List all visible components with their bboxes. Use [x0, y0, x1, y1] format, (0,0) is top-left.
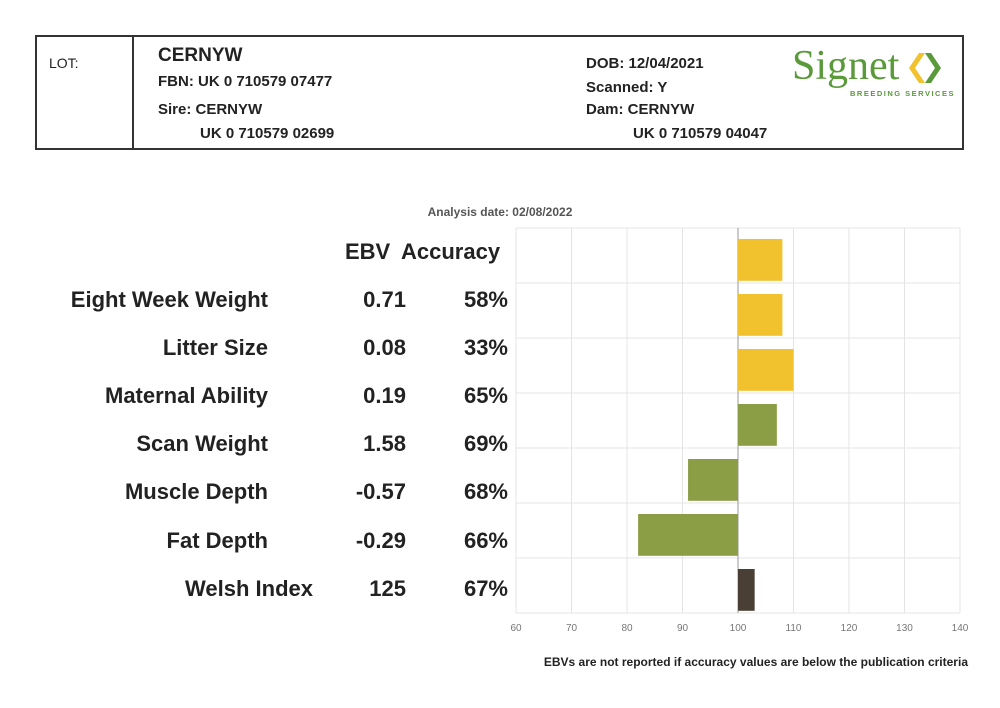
trait-label: Scan Weight — [136, 431, 268, 456]
logo-main-text: Signet — [792, 43, 900, 89]
trait-label: Litter Size — [162, 335, 268, 360]
bar — [738, 404, 777, 446]
bar — [688, 459, 738, 501]
bar — [738, 569, 755, 611]
trait-label: Eight Week Weight — [70, 287, 268, 312]
trait-ebv-value: 125 — [369, 576, 406, 601]
trait-accuracy-value: 66% — [463, 528, 508, 553]
lot-label: LOT: — [49, 55, 79, 71]
bar — [738, 239, 783, 281]
x-tick-label: 110 — [786, 623, 802, 634]
footnote: EBVs are not reported if accuracy values… — [543, 655, 968, 669]
trait-accuracy-value: 69% — [463, 431, 508, 456]
bar — [638, 514, 738, 556]
scanned: Scanned: Y — [586, 79, 668, 96]
dam: Dam: CERNYW — [586, 101, 695, 118]
header-divider — [132, 37, 134, 148]
trait-ebv-value: 0.08 — [363, 335, 406, 360]
trait-ebv-value: -0.57 — [355, 479, 406, 504]
sire-id: UK 0 710579 02699 — [200, 125, 335, 142]
bar — [738, 349, 794, 391]
trait-accuracy-value: 65% — [463, 383, 508, 408]
accuracy-column-header: Accuracy — [401, 239, 501, 264]
animal-header: LOT: CERNYW FBN: UK 0 710579 07477 Sire:… — [35, 35, 964, 150]
trait-label: Muscle Depth — [124, 479, 268, 504]
signet-logo: Signet BREEDING SERVICES — [792, 43, 955, 105]
trait-accuracy-value: 58% — [463, 287, 508, 312]
trait-accuracy-value: 68% — [463, 479, 508, 504]
x-tick-label: 60 — [510, 623, 522, 634]
bar — [738, 294, 783, 336]
x-tick-label: 120 — [841, 623, 858, 634]
trait-ebv-value: 0.19 — [363, 383, 406, 408]
x-tick-label: 140 — [952, 623, 969, 634]
x-tick-label: 100 — [730, 623, 747, 634]
trait-label: Fat Depth — [166, 528, 268, 553]
ebv-column-header: EBV — [345, 239, 391, 264]
dob: DOB: 12/04/2021 — [586, 55, 704, 72]
fbn: FBN: UK 0 710579 07477 — [158, 73, 333, 90]
analysis-date: Analysis date: 02/08/2022 — [427, 205, 573, 219]
trait-ebv-value: 1.58 — [363, 431, 406, 456]
trait-label: Maternal Ability — [105, 383, 268, 408]
x-tick-label: 80 — [621, 623, 633, 634]
trait-accuracy-value: 33% — [463, 335, 508, 360]
logo-subtitle: BREEDING SERVICES — [850, 89, 955, 98]
x-tick-label: 130 — [896, 623, 913, 634]
x-tick-label: 70 — [566, 623, 578, 634]
dam-id: UK 0 710579 04047 — [633, 125, 768, 142]
animal-name: CERNYW — [158, 45, 243, 66]
trait-accuracy-value: 67% — [463, 576, 508, 601]
trait-ebv-value: -0.29 — [355, 528, 406, 553]
sire: Sire: CERNYW — [158, 101, 263, 118]
chevron-logo-icon — [909, 53, 941, 83]
trait-label: Welsh Index — [185, 576, 313, 601]
trait-ebv-value: 0.71 — [363, 287, 406, 312]
x-tick-label: 90 — [677, 623, 689, 634]
